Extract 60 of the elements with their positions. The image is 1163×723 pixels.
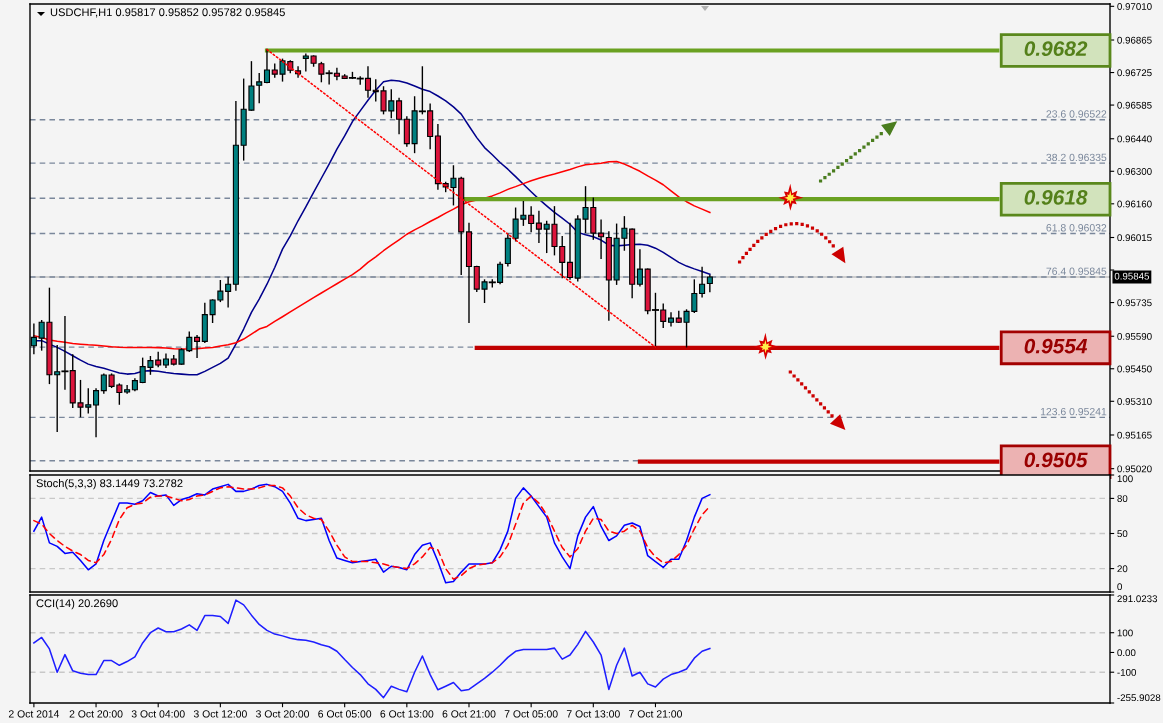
y-tick-label: 291.0233 (1117, 595, 1158, 603)
y-tick-label: 0.96300 (1117, 168, 1152, 175)
series-label: 0.9618 (1024, 190, 1088, 205)
y-tick-label: 0 (1117, 583, 1122, 591)
candlestick (225, 276, 232, 308)
y-tick-label: 0.96160 (1117, 200, 1152, 208)
x-tick-label: 2 Oct 20:00 (69, 710, 123, 718)
ref-line-label: 123.6 0.95241 (1040, 407, 1107, 416)
y-tick-label: 0.97010 (1117, 3, 1152, 10)
y-tick-label: 0.00 (1117, 649, 1136, 657)
candlestick (636, 249, 643, 287)
candlestick (124, 385, 131, 394)
ref-line-label: 61.8 0.96032 (1046, 224, 1107, 232)
y-tick-label: -255.9028 (1117, 694, 1161, 702)
y-tick-label: 80 (1117, 495, 1128, 503)
x-tick-label: 3 Oct 04:00 (131, 710, 185, 718)
y-tick-label: -100 (1117, 668, 1137, 676)
candlestick (699, 266, 706, 298)
x-tick-label: 7 Oct 21:00 (629, 710, 682, 718)
y-tick-label: 0.95450 (1117, 365, 1152, 373)
y-tick-label: 0.96015 (1117, 234, 1152, 242)
candlestick (194, 335, 201, 359)
x-tick-label: 3 Oct 12:00 (193, 710, 247, 718)
y-tick-label: 0.95165 (1117, 431, 1152, 439)
ref-line-label: 23.6 0.96522 (1046, 110, 1107, 118)
y-tick-label: 0.95020 (1117, 465, 1152, 473)
chart-title: Stoch(5,3,3) 83.1449 73.2782 (36, 479, 183, 490)
candlestick (396, 97, 403, 135)
y-tick-label: 0.95590 (1117, 332, 1152, 340)
series-label: 0.9682 (1024, 41, 1088, 57)
candlestick (598, 219, 605, 260)
y-tick-label: 0.96865 (1117, 36, 1152, 44)
candlestick (535, 210, 542, 244)
candlestick (93, 388, 100, 438)
x-tick-label: 7 Oct 13:00 (566, 710, 620, 718)
y-tick-label: 0.95310 (1117, 398, 1152, 405)
series-label: 0.9505 (1024, 452, 1088, 468)
ref-line-label: 0.95845 (1114, 272, 1150, 280)
chart-title: CCI(14) 20.2690 (36, 599, 118, 610)
y-tick-label: 50 (1117, 530, 1128, 538)
x-tick-label: 2 Oct 2014 (8, 710, 60, 718)
y-tick-label: 100 (1117, 629, 1133, 637)
ref-line-label: 76.4 0.95845 (1046, 267, 1107, 275)
chart-title: USDCHF,H1 0.95817 0.95852 0.95782 0.95845 (50, 8, 285, 18)
y-tick-label: 0.96585 (1117, 101, 1152, 109)
y-tick-label: 0.96725 (1117, 69, 1152, 77)
candlestick (566, 222, 574, 280)
x-tick-label: 7 Oct 05:00 (504, 710, 558, 718)
line-series (33, 599, 711, 699)
x-tick-label: 6 Oct 21:00 (442, 710, 496, 718)
y-tick-label: 0.96440 (1117, 135, 1152, 143)
ref-line-label: 38.2 0.96335 (1046, 153, 1107, 162)
series-label: 0.9554 (1024, 338, 1088, 354)
y-tick-label: 20 (1117, 565, 1128, 573)
candlestick (263, 48, 271, 84)
x-tick-label: 3 Oct 20:00 (255, 710, 310, 718)
x-tick-label: 6 Oct 13:00 (380, 710, 434, 718)
y-tick-label: 100 (1117, 475, 1133, 483)
x-tick-label: 6 Oct 05:00 (318, 710, 372, 718)
y-tick-label: 0.95735 (1117, 299, 1152, 307)
